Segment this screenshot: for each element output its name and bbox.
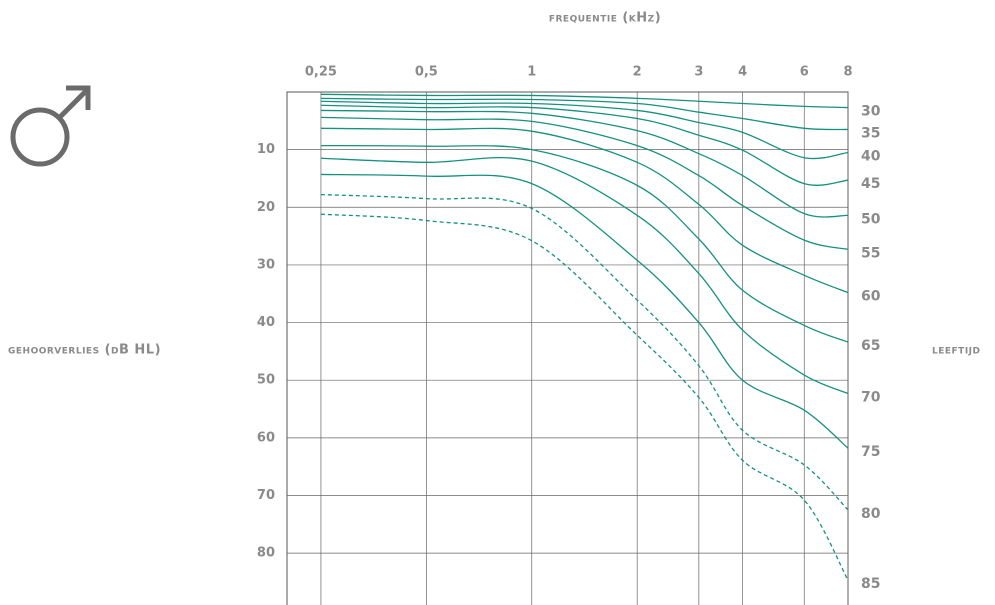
- age-line: [320, 93, 849, 109]
- y-tick-label: 40: [257, 315, 275, 330]
- age-line: [320, 109, 849, 218]
- age-label: 80: [861, 506, 881, 522]
- age-line: [320, 97, 849, 131]
- y-tick-label: 80: [257, 546, 275, 561]
- y-axis-label: gehoorverlies (dB HL): [8, 343, 161, 358]
- age-line: [320, 144, 849, 343]
- y-tick-label: 30: [257, 257, 275, 272]
- x-tick-label: 8: [843, 65, 852, 80]
- age-label: 70: [861, 389, 881, 405]
- age-line: [320, 100, 849, 160]
- age-line: [320, 213, 849, 581]
- age-line: [320, 104, 849, 186]
- age-label: 55: [861, 245, 880, 261]
- age-label: 60: [861, 289, 881, 305]
- age-label: 45: [861, 176, 880, 192]
- age-label: 75: [861, 444, 880, 460]
- series-label: leeftijd: [932, 343, 981, 358]
- y-tick-label: 70: [257, 488, 275, 503]
- y-tick-label: 10: [257, 142, 275, 157]
- x-tick-label: 6: [800, 65, 809, 80]
- x-tick-label: 0,5: [415, 65, 438, 80]
- y-tick-label: 20: [257, 200, 275, 215]
- x-tick-label: 0,25: [305, 65, 337, 80]
- age-label: 35: [861, 125, 880, 141]
- x-tick-label: 1: [527, 65, 536, 80]
- x-tick-label: 4: [738, 65, 747, 80]
- age-line: [320, 127, 849, 294]
- age-label: 40: [861, 149, 881, 165]
- age-line: [320, 173, 849, 449]
- male-symbol: [10, 85, 91, 167]
- age-label: 50: [861, 211, 881, 227]
- age-line: [320, 116, 849, 250]
- age-line: [320, 156, 849, 395]
- age-label: 30: [861, 104, 881, 120]
- y-tick-label: 50: [257, 373, 275, 388]
- age-line: [320, 193, 849, 511]
- x-tick-label: 3: [694, 65, 703, 80]
- y-tick-label: 60: [257, 430, 275, 445]
- age-label: 65: [861, 338, 880, 354]
- chart-title: frequentie (kHz): [549, 11, 661, 26]
- age-label: 85: [861, 576, 880, 592]
- x-tick-label: 2: [633, 65, 642, 80]
